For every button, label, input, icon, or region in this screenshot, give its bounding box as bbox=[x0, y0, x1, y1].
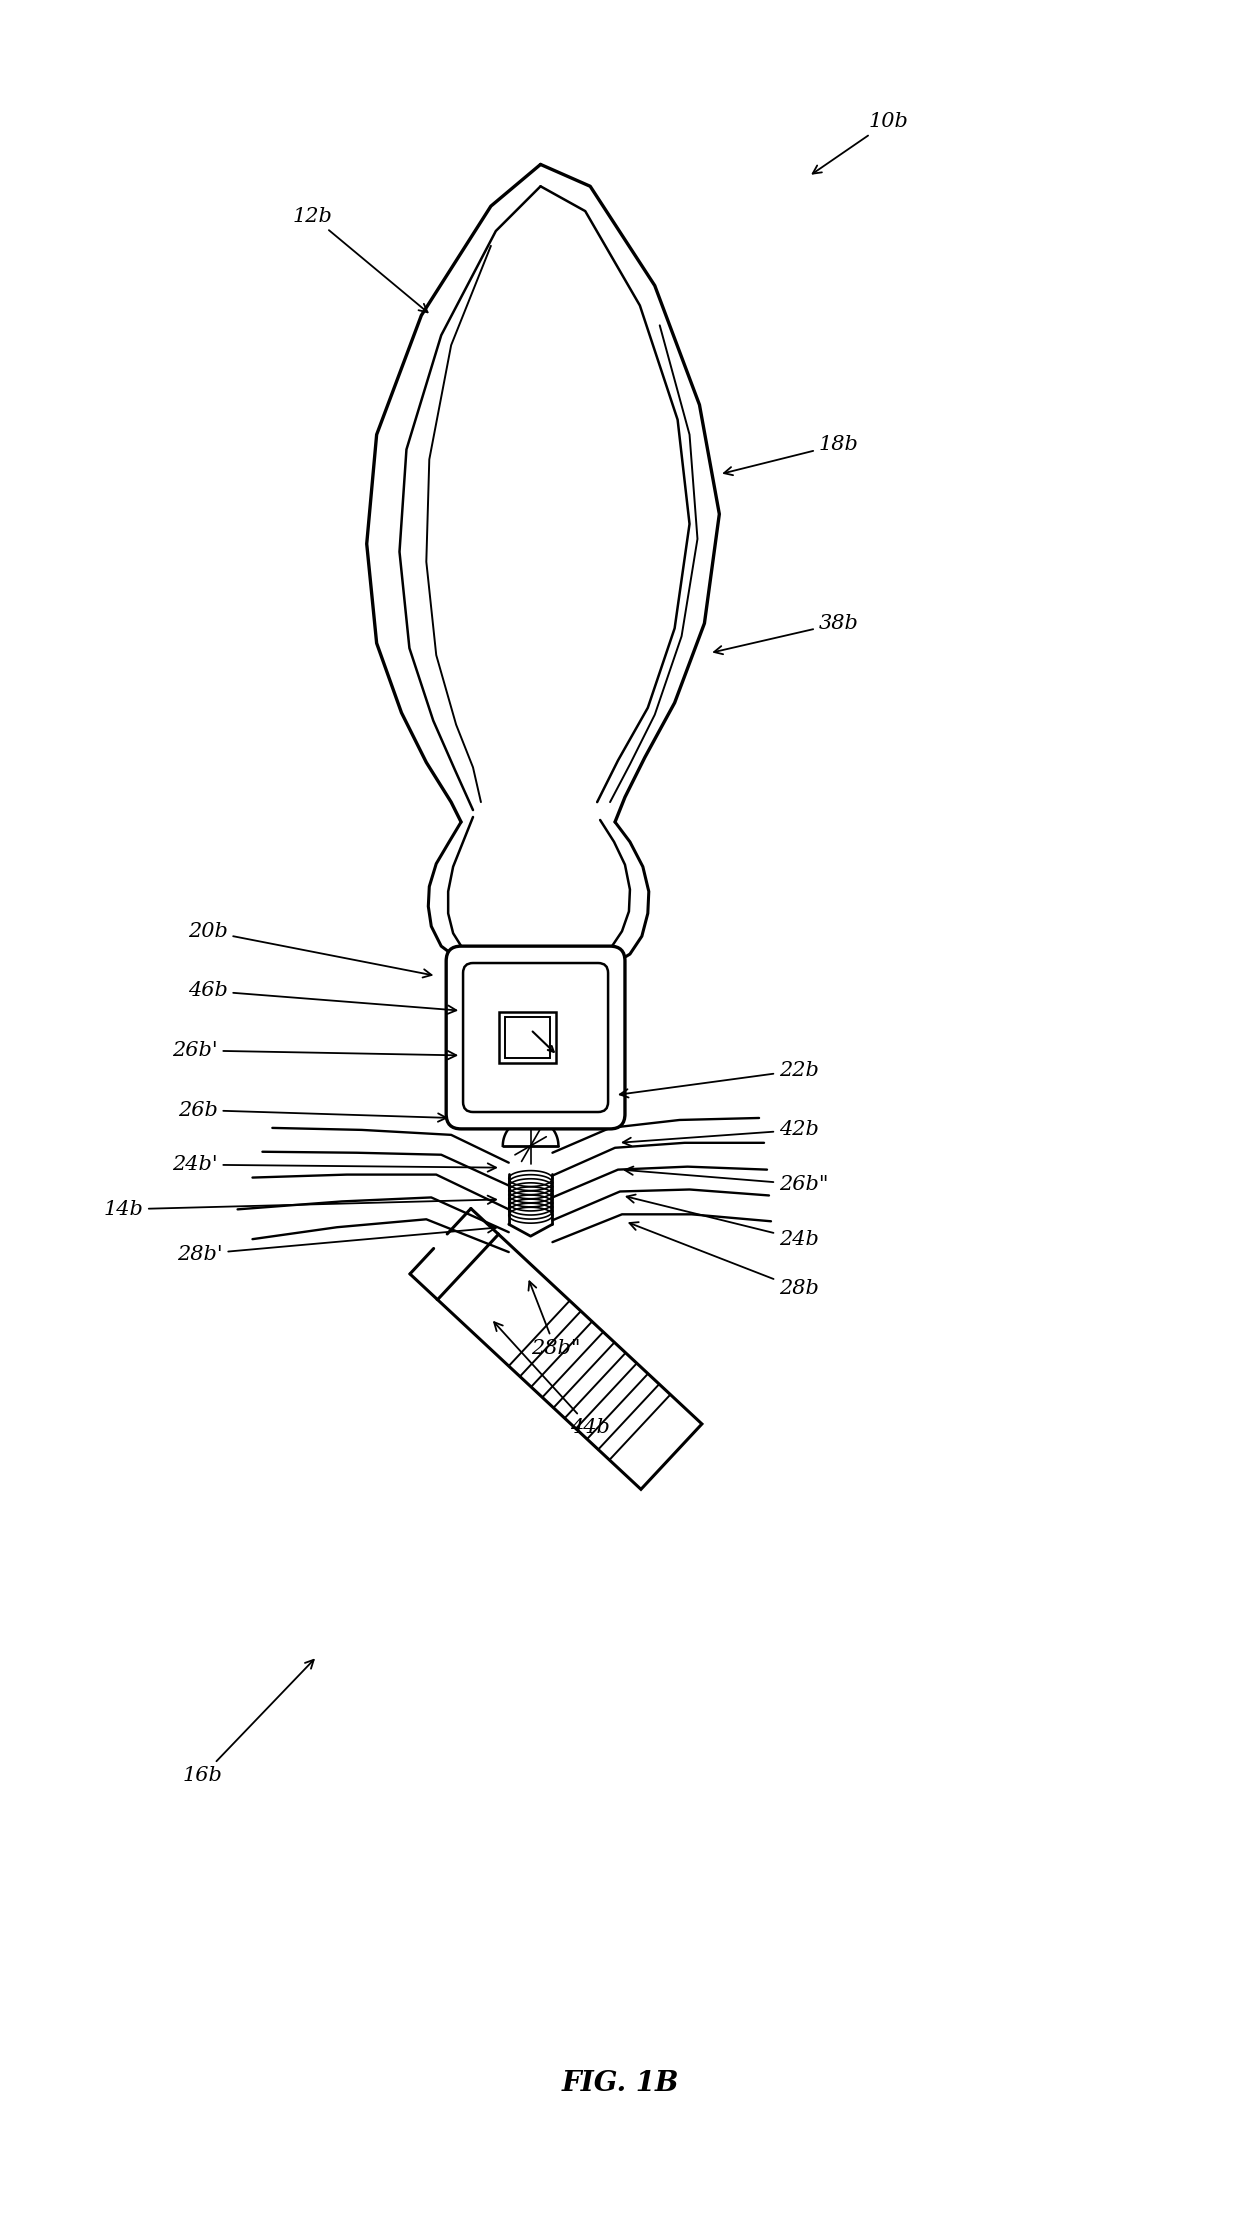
Text: 20b: 20b bbox=[187, 923, 432, 979]
Text: 10b: 10b bbox=[812, 111, 908, 174]
Text: 28b": 28b" bbox=[528, 1282, 580, 1357]
Text: 14b: 14b bbox=[103, 1195, 496, 1219]
Text: 24b': 24b' bbox=[172, 1155, 496, 1175]
FancyBboxPatch shape bbox=[463, 963, 608, 1112]
Text: 42b: 42b bbox=[622, 1121, 818, 1146]
Text: 24b: 24b bbox=[626, 1195, 818, 1248]
Text: 26b": 26b" bbox=[625, 1166, 828, 1195]
Text: 22b: 22b bbox=[620, 1061, 818, 1097]
Text: 46b: 46b bbox=[187, 981, 456, 1014]
Text: 16b: 16b bbox=[182, 1661, 314, 1785]
Text: 18b: 18b bbox=[724, 435, 858, 475]
Text: 28b: 28b bbox=[630, 1221, 818, 1297]
Bar bbox=[498, 1012, 557, 1063]
Text: 38b: 38b bbox=[714, 613, 858, 655]
Text: FIG. 1B: FIG. 1B bbox=[562, 2071, 678, 2097]
Bar bbox=[505, 1016, 551, 1059]
Text: 12b: 12b bbox=[293, 207, 428, 312]
Text: 26b': 26b' bbox=[172, 1041, 456, 1061]
Text: 26b: 26b bbox=[177, 1101, 446, 1121]
FancyBboxPatch shape bbox=[446, 945, 625, 1128]
Text: 28b': 28b' bbox=[177, 1224, 496, 1264]
Text: 44b: 44b bbox=[494, 1322, 610, 1438]
